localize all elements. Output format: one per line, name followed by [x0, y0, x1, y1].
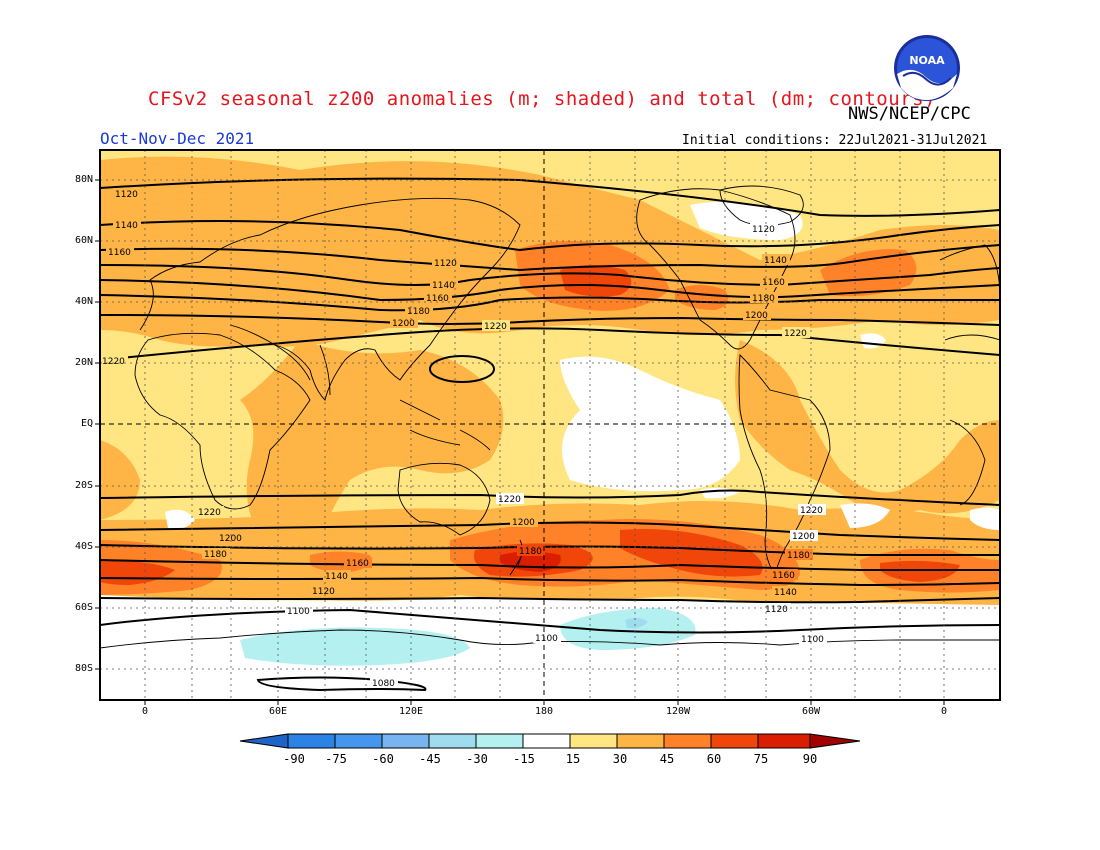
colorbar-label: -75: [325, 752, 347, 766]
lat-label-eq: EQ: [80, 418, 93, 429]
svg-text:1120: 1120: [752, 225, 775, 235]
svg-text:1200: 1200: [745, 311, 768, 321]
svg-text:1220: 1220: [198, 508, 221, 518]
colorbar-label: 90: [802, 752, 818, 766]
svg-text:1160: 1160: [426, 294, 449, 304]
svg-text:1200: 1200: [392, 319, 415, 329]
colorbar-label: -30: [466, 752, 488, 766]
svg-text:1160: 1160: [772, 571, 795, 581]
svg-text:1120: 1120: [115, 190, 138, 200]
svg-text:1140: 1140: [764, 256, 787, 266]
colorbar-label: 30: [612, 752, 628, 766]
svg-text:1140: 1140: [774, 588, 797, 598]
colorbar-label: -60: [372, 752, 394, 766]
initial-conditions: Initial conditions: 22Jul2021-31Jul2021: [682, 133, 988, 148]
svg-text:1180: 1180: [519, 547, 542, 557]
svg-text:1180: 1180: [787, 551, 810, 561]
svg-text:1100: 1100: [801, 635, 824, 645]
lon-label-60e: 60E: [268, 706, 288, 717]
svg-text:1200: 1200: [219, 534, 242, 544]
svg-text:1140: 1140: [115, 221, 138, 231]
svg-text:1120: 1120: [312, 587, 335, 597]
lat-label-40s: 40S: [74, 541, 93, 552]
grid-lines: [100, 150, 1000, 700]
colorbar-label: 60: [706, 752, 722, 766]
svg-text:1220: 1220: [484, 322, 507, 332]
contour-labels: 1120 1140 1160 1220 1120 1140 1160 1180 …: [100, 188, 827, 689]
svg-text:1160: 1160: [108, 248, 131, 258]
svg-text:1200: 1200: [512, 518, 535, 528]
lon-label-0-right: 0: [940, 706, 948, 717]
svg-text:1220: 1220: [800, 506, 823, 516]
svg-text:1080: 1080: [372, 679, 395, 689]
lat-label-80n: 80N: [74, 174, 93, 185]
svg-text:1200: 1200: [792, 532, 815, 542]
svg-text:1220: 1220: [784, 329, 807, 339]
forecast-period: Oct-Nov-Dec 2021: [100, 129, 255, 148]
svg-text:1140: 1140: [325, 572, 348, 582]
svg-text:1220: 1220: [498, 495, 521, 505]
lon-label-120w: 120W: [665, 706, 691, 717]
lat-label-20n: 20N: [74, 357, 93, 368]
map-title: CFSv2 seasonal z200 anomalies (m; shaded…: [148, 88, 936, 110]
svg-text:1160: 1160: [346, 559, 369, 569]
svg-text:1180: 1180: [752, 294, 775, 304]
equator-dateline: [100, 150, 1000, 700]
noaa-logo-icon: NOAA: [894, 35, 960, 101]
colorbar-label: 75: [753, 752, 769, 766]
lon-label-180: 180: [534, 706, 554, 717]
coastlines: [100, 185, 1000, 649]
axis-ticks: [95, 179, 945, 705]
lat-label-60n: 60N: [74, 235, 93, 246]
svg-text:1220: 1220: [102, 357, 125, 367]
colorbar-label: -15: [513, 752, 535, 766]
lon-label-120e: 120E: [398, 706, 424, 717]
svg-text:1100: 1100: [535, 634, 558, 644]
colorbar-label: -90: [283, 752, 305, 766]
svg-text:1180: 1180: [407, 307, 430, 317]
lon-label-60w: 60W: [801, 706, 821, 717]
colorbar-label: 15: [565, 752, 581, 766]
anomaly-negative-regions: [240, 608, 696, 666]
svg-text:1140: 1140: [432, 281, 455, 291]
lat-label-20s: 20S: [74, 480, 93, 491]
agency-label: NWS/NCEP/CPC: [848, 104, 971, 124]
lat-label-60s: 60S: [74, 602, 93, 613]
lat-label-80s: 80S: [74, 663, 93, 674]
svg-text:1100: 1100: [287, 607, 310, 617]
svg-text:1160: 1160: [762, 278, 785, 288]
map-frame: [99, 149, 1001, 701]
svg-text:1120: 1120: [434, 259, 457, 269]
svg-text:NOAA: NOAA: [909, 54, 945, 67]
svg-text:1120: 1120: [765, 605, 788, 615]
height-contours: [100, 177, 1000, 692]
svg-text:1180: 1180: [204, 550, 227, 560]
lat-label-40n: 40N: [74, 296, 93, 307]
colorbar-label: -45: [419, 752, 441, 766]
colorbar-label: 45: [659, 752, 675, 766]
lon-label-0: 0: [141, 706, 149, 717]
